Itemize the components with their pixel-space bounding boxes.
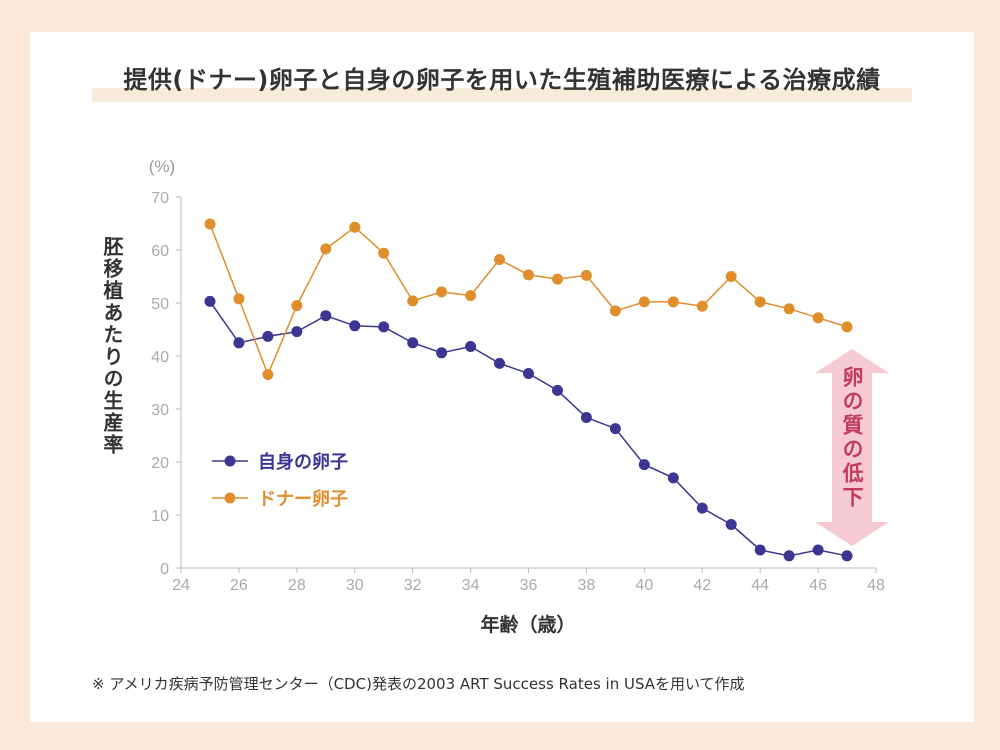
data-point-donor-eggs [812, 312, 824, 324]
data-point-donor-eggs [638, 296, 650, 308]
data-point-donor-eggs [494, 254, 505, 265]
y-tick-label: 60 [151, 243, 169, 260]
data-point-donor-eggs [407, 295, 419, 307]
data-point-donor-eggs [204, 218, 216, 230]
data-point-own-eggs [552, 384, 563, 396]
data-point-donor-eggs [667, 296, 679, 308]
series-line-donor-eggs [209, 223, 848, 377]
data-point-own-eggs [783, 550, 795, 562]
data-point-own-eggs [667, 472, 679, 484]
y-tick-label: 10 [151, 508, 169, 525]
data-point-donor-eggs [609, 305, 621, 317]
y-tick-label: 50 [151, 296, 169, 313]
y-axis-label: 胚移植あたりの生産率 [100, 236, 124, 456]
data-point-donor-eggs [262, 369, 274, 380]
x-tick-label: 28 [288, 577, 306, 594]
data-point-own-eggs [523, 368, 534, 379]
x-tick-label: 48 [867, 577, 885, 594]
data-point-donor-eggs [320, 243, 332, 255]
data-point-donor-eggs [580, 269, 592, 281]
data-point-donor-eggs [465, 290, 477, 302]
title-highlight [92, 88, 912, 102]
title-block: 提供(ドナー)卵子と自身の卵子を用いた生殖補助医療による治療成績 [92, 60, 912, 102]
data-point-donor-eggs [841, 321, 853, 333]
data-point-own-eggs [754, 544, 766, 556]
data-point-donor-eggs [552, 273, 563, 285]
data-point-own-eggs [638, 459, 650, 471]
x-tick-label: 30 [346, 577, 364, 594]
series-line-own-eggs [209, 300, 848, 557]
x-axis-label: 年齢（歳） [480, 613, 575, 636]
data-point-own-eggs [609, 423, 621, 435]
data-point-donor-eggs [349, 221, 361, 233]
x-tick-label: 36 [520, 577, 538, 594]
y-tick-label: 20 [151, 455, 169, 472]
legend-marker-donor-eggs [224, 492, 236, 504]
x-tick-label: 46 [809, 577, 827, 594]
data-point-donor-eggs [754, 296, 766, 308]
data-point-own-eggs [378, 321, 390, 333]
quality-decline-arrow [815, 349, 889, 546]
data-point-own-eggs [696, 502, 708, 514]
footnote: ※ アメリカ疾病予防管理センター（CDC)発表の2003 ART Success… [92, 675, 745, 693]
legend-label-donor-eggs: ドナー卵子 [258, 488, 348, 510]
data-point-donor-eggs [523, 269, 534, 281]
data-point-own-eggs [320, 310, 332, 322]
data-point-donor-eggs [378, 247, 390, 259]
x-tick-label: 44 [751, 577, 769, 594]
data-point-donor-eggs [725, 271, 737, 282]
data-point-own-eggs [725, 519, 737, 530]
y-tick-label: 40 [151, 349, 169, 366]
data-point-donor-eggs [233, 293, 245, 305]
data-point-donor-eggs [436, 286, 448, 298]
data-point-donor-eggs [696, 300, 708, 312]
data-point-own-eggs [841, 550, 853, 562]
legend-label-own-eggs: 自身の卵子 [258, 451, 348, 473]
data-point-own-eggs [436, 347, 448, 359]
data-point-donor-eggs [783, 303, 795, 315]
data-point-own-eggs [580, 412, 592, 423]
data-point-own-eggs [407, 337, 419, 349]
data-point-own-eggs [812, 544, 824, 556]
x-tick-label: 38 [578, 577, 596, 594]
x-tick-label: 32 [404, 577, 422, 594]
data-point-own-eggs [291, 326, 303, 338]
x-tick-label: 40 [635, 577, 653, 594]
legend-marker-own-eggs [224, 455, 236, 467]
y-tick-label: 0 [160, 561, 169, 578]
x-tick-label: 34 [462, 577, 480, 594]
y-tick-label: 30 [151, 402, 169, 419]
y-tick-label: 70 [151, 190, 169, 207]
x-tick-label: 42 [693, 577, 711, 594]
chart-card: 提供(ドナー)卵子と自身の卵子を用いた生殖補助医療による治療成績 ※ アメリカ疾… [30, 32, 974, 722]
data-point-donor-eggs [291, 300, 303, 312]
data-point-own-eggs [349, 320, 361, 332]
annotation-label: 卵の質の低下 [840, 365, 865, 510]
data-point-own-eggs [204, 295, 216, 307]
y-unit-label: (%) [149, 157, 175, 176]
data-point-own-eggs [465, 341, 477, 352]
x-tick-label: 26 [230, 577, 248, 594]
data-point-own-eggs [262, 330, 274, 342]
data-point-own-eggs [233, 337, 245, 349]
data-point-own-eggs [494, 357, 505, 369]
page-title: 提供(ドナー)卵子と自身の卵子を用いた生殖補助医療による治療成績 [123, 66, 881, 94]
x-tick-label: 24 [172, 577, 190, 594]
